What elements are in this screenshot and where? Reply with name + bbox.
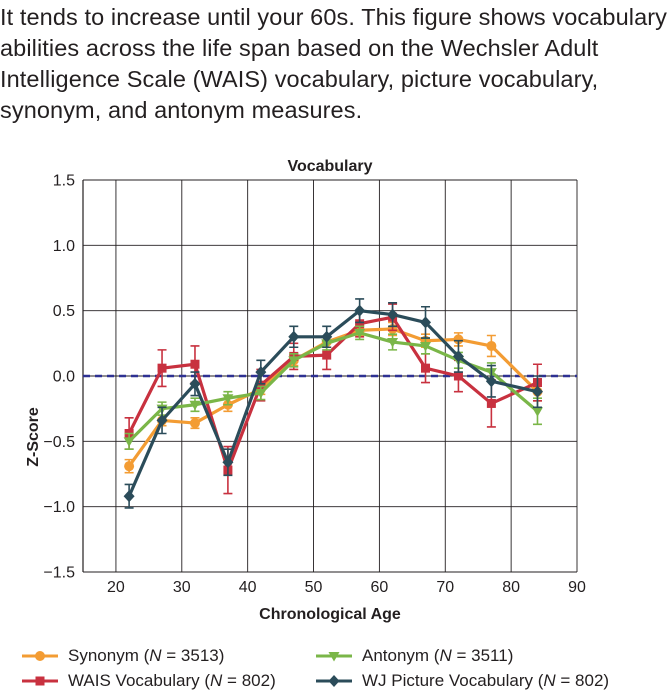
legend-swatch-wais-vocabulary: [22, 676, 58, 686]
x-axis-label: Chronological Age: [259, 606, 401, 623]
wais-vocabulary-point: [486, 398, 496, 408]
legend: Synonym (N = 3513) Antonym (N = 3511) WA…: [0, 640, 671, 692]
synonym-point: [453, 334, 464, 345]
x-tick-label: 30: [173, 579, 191, 596]
wais-vocabulary-point: [256, 380, 266, 390]
wais-vocabulary-point: [453, 371, 463, 381]
wj-picture-vocabulary-point: [156, 414, 168, 427]
wj-picture-vocabulary-point: [255, 366, 267, 379]
y-tick-label: −0.5: [43, 434, 75, 451]
synonym-point: [189, 418, 200, 429]
wj-picture-vocabulary-point: [420, 316, 432, 329]
wj-picture-vocabulary-point: [222, 456, 234, 469]
chart-title: Vocabulary: [287, 158, 372, 175]
wais-vocabulary-point: [355, 319, 365, 329]
legend-swatch-marker: [328, 652, 340, 662]
y-tick-label: 1.0: [53, 238, 75, 255]
legend-item-wais-vocabulary: WAIS Vocabulary (N = 802): [20, 669, 276, 693]
wj-picture-vocabulary-point: [485, 375, 497, 388]
wj-picture-vocabulary-point: [189, 377, 201, 390]
wj-picture-vocabulary-point: [354, 304, 366, 317]
antonym-point: [123, 437, 135, 447]
legend-label-wais-vocabulary: WAIS Vocabulary (N = 802): [68, 671, 276, 690]
legend-label-wj-picture-vocabulary: WJ Picture Vocabulary (N = 802): [362, 671, 610, 690]
x-tick-label: 20: [107, 579, 125, 596]
wj-picture-vocabulary-point: [531, 385, 543, 398]
x-tick-label: 60: [371, 579, 389, 596]
antonym-point: [288, 356, 300, 366]
antonym-point: [531, 407, 543, 417]
series-synonym: [124, 321, 543, 474]
synonym-point: [124, 461, 135, 472]
antonym-point: [222, 394, 234, 404]
legend-swatch-antonym: [316, 652, 352, 662]
legend-swatch-marker: [328, 675, 340, 687]
legend-label-antonym: Antonym (N = 3511): [362, 646, 514, 665]
legend-swatch-marker: [35, 676, 45, 686]
wj-picture-vocabulary-point: [123, 490, 135, 503]
axes: 1.5 1.0 0.5 0.0 −0.5 −1.0 −1.5 20 30 40 50 60 70 80 90: [43, 173, 586, 597]
wj-picture-vocabulary-point: [288, 330, 300, 343]
legend-item-synonym: Synonym (N = 3513): [20, 644, 224, 668]
x-tick-label: 90: [568, 579, 586, 596]
synonym-point: [486, 340, 497, 351]
x-tick-label: 70: [436, 579, 454, 596]
y-axis-label: Z-Score: [25, 407, 42, 467]
wj-picture-vocabulary-point: [452, 350, 464, 363]
wais-vocabulary-point: [322, 350, 332, 360]
legend-swatch-wj-picture-vocabulary: [316, 675, 352, 687]
x-tick-label: 40: [239, 579, 257, 596]
vocabulary-chart: 1.5 1.0 0.5 0.0 −0.5 −1.0 −1.5 20 30 40 50 60 70 80 90…: [25, 158, 586, 623]
antonym-point: [420, 341, 432, 352]
antonym-point: [387, 338, 399, 348]
y-tick-label: −1.0: [43, 499, 75, 516]
y-tick-label: 0.0: [53, 369, 75, 386]
legend-swatch-synonym: [22, 651, 58, 661]
wj-picture-vocabulary-point: [387, 308, 399, 321]
series-wj-picture-vocabulary: [123, 298, 543, 509]
wais-vocabulary-point: [190, 359, 200, 369]
wj-picture-vocabulary-point: [321, 330, 333, 343]
x-tick-label: 50: [305, 579, 323, 596]
wais-vocabulary-point: [157, 363, 167, 373]
legend-item-wj-picture-vocabulary: WJ Picture Vocabulary (N = 802): [314, 669, 609, 693]
y-tick-label: 0.5: [53, 303, 75, 320]
legend-swatch-marker: [35, 651, 45, 661]
antonym-point: [354, 328, 366, 339]
figure-caption: It tends to increase until your 60s. Thi…: [0, 4, 668, 123]
wais-vocabulary-point: [421, 363, 431, 373]
antonym-point: [189, 400, 201, 411]
legend-item-antonym: Antonym (N = 3511): [314, 644, 513, 668]
series-group: [123, 298, 543, 509]
antonym-point: [255, 388, 267, 399]
y-tick-label: 1.5: [53, 173, 75, 190]
legend-label-synonym: Synonym (N = 3513): [68, 646, 225, 665]
y-tick-label: −1.5: [43, 565, 75, 582]
x-tick-label: 80: [502, 579, 520, 596]
